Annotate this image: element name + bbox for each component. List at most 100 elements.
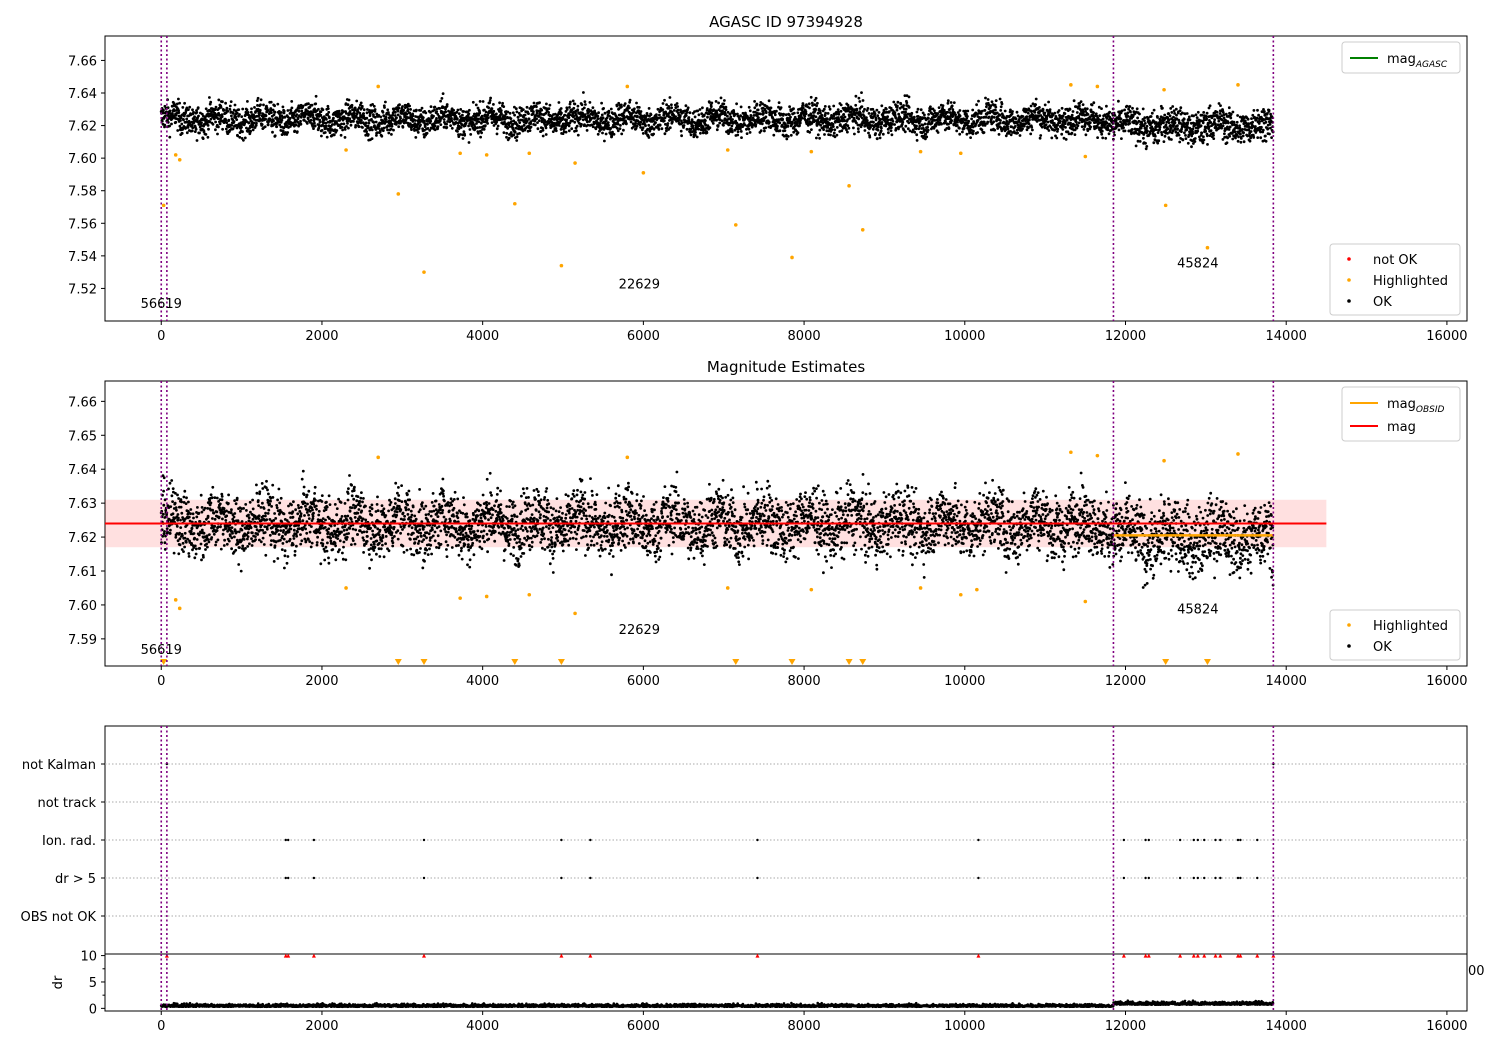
ok-point bbox=[970, 117, 973, 121]
ok-point bbox=[575, 129, 578, 133]
ok-point bbox=[998, 121, 1002, 125]
ok-point bbox=[258, 108, 262, 112]
ok-point bbox=[456, 108, 460, 112]
ok-point bbox=[162, 108, 165, 112]
ok-point bbox=[633, 107, 636, 111]
ok-point bbox=[1195, 116, 1199, 119]
ok-point bbox=[993, 128, 997, 132]
ok-point bbox=[486, 122, 489, 125]
ok-point bbox=[355, 112, 359, 116]
ok-point bbox=[622, 128, 625, 132]
ok-point bbox=[382, 114, 386, 118]
ok-point bbox=[676, 108, 680, 112]
ok-point bbox=[714, 100, 718, 103]
ok-point bbox=[910, 111, 914, 115]
ok-point bbox=[523, 113, 527, 117]
ok-point bbox=[522, 123, 526, 127]
ok-point bbox=[876, 128, 880, 132]
ok-point bbox=[810, 101, 814, 105]
ok-point bbox=[381, 129, 385, 133]
ok-point bbox=[687, 116, 691, 119]
ok-point bbox=[565, 118, 568, 122]
ok-point bbox=[383, 106, 386, 109]
ok-point bbox=[1184, 134, 1187, 137]
ok-point bbox=[739, 105, 743, 109]
ok-point bbox=[217, 125, 220, 129]
ok-point bbox=[591, 106, 595, 109]
ok-point bbox=[804, 112, 808, 116]
ok-point bbox=[865, 116, 868, 119]
ok-point bbox=[904, 124, 908, 128]
ok-point bbox=[343, 136, 347, 139]
ok-point bbox=[796, 111, 800, 115]
ok-point bbox=[858, 100, 862, 103]
ok-point bbox=[815, 136, 818, 140]
ok-point bbox=[1158, 125, 1162, 129]
ok-point bbox=[338, 119, 341, 122]
ok-point bbox=[700, 112, 704, 115]
ok-point bbox=[823, 133, 826, 136]
ok-point bbox=[711, 122, 715, 125]
ok-point bbox=[699, 131, 702, 135]
ok-point bbox=[609, 107, 613, 111]
ok-point bbox=[839, 103, 843, 107]
ok-point bbox=[612, 132, 616, 136]
ok-point bbox=[348, 117, 352, 121]
ok-point bbox=[1043, 103, 1047, 107]
ok-point bbox=[1097, 118, 1101, 121]
ok-point bbox=[1056, 127, 1060, 131]
ok-point bbox=[825, 117, 829, 121]
ok-point bbox=[303, 119, 306, 122]
ok-point bbox=[1058, 119, 1062, 123]
ok-point bbox=[912, 115, 916, 119]
ok-point bbox=[292, 116, 295, 120]
ok-point bbox=[1218, 112, 1222, 115]
ok-point bbox=[896, 100, 900, 104]
ok-point bbox=[196, 106, 200, 109]
ok-point bbox=[1043, 111, 1047, 115]
ok-point bbox=[386, 108, 390, 112]
ok-point bbox=[228, 107, 232, 111]
ok-point bbox=[1163, 134, 1167, 138]
ok-point bbox=[843, 115, 847, 119]
ok-point bbox=[429, 119, 433, 123]
ok-point bbox=[1039, 134, 1043, 137]
ok-point bbox=[272, 119, 275, 123]
ok-point bbox=[1068, 108, 1072, 111]
ok-point bbox=[740, 136, 743, 140]
ok-point bbox=[984, 96, 987, 100]
ok-point bbox=[449, 124, 452, 127]
ok-point bbox=[352, 117, 356, 121]
ok-point bbox=[781, 117, 784, 121]
ok-point bbox=[1162, 140, 1166, 144]
ok-point bbox=[179, 116, 183, 120]
ok-point bbox=[1194, 113, 1198, 117]
ok-point bbox=[462, 110, 466, 113]
ok-point bbox=[600, 113, 604, 117]
ok-point bbox=[1152, 141, 1156, 145]
ok-point bbox=[502, 105, 506, 108]
ok-point bbox=[384, 120, 388, 124]
ok-point bbox=[416, 131, 420, 134]
ok-point bbox=[1061, 127, 1065, 131]
ok-point bbox=[1190, 145, 1193, 149]
ok-point bbox=[399, 116, 402, 120]
ok-point bbox=[1138, 112, 1141, 116]
ok-point bbox=[441, 92, 445, 95]
ok-point bbox=[477, 131, 480, 135]
ok-point bbox=[950, 104, 954, 108]
ok-point bbox=[568, 106, 571, 109]
ok-point bbox=[1119, 117, 1123, 121]
ok-point bbox=[328, 131, 332, 135]
plot-frame bbox=[104, 35, 1468, 322]
ok-point bbox=[1060, 106, 1064, 110]
ok-point bbox=[433, 108, 436, 112]
ok-point bbox=[657, 127, 661, 131]
y-tick-label: 7.60 bbox=[68, 152, 97, 167]
ok-point bbox=[567, 129, 571, 133]
ok-point bbox=[286, 131, 290, 134]
ok-point bbox=[221, 100, 224, 104]
y-tick-label: 7.66 bbox=[68, 54, 97, 69]
ok-point bbox=[684, 114, 688, 117]
ok-point bbox=[238, 113, 241, 116]
